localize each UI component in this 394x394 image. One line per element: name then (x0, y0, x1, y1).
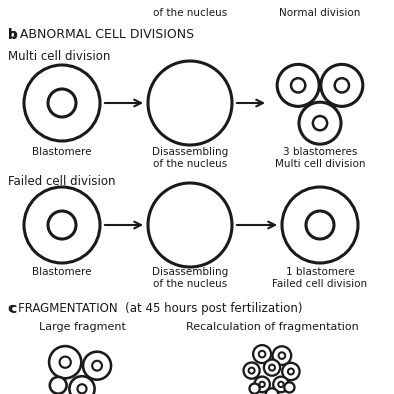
Circle shape (273, 377, 289, 392)
Circle shape (83, 352, 111, 380)
Circle shape (282, 363, 299, 380)
Text: Blastomere: Blastomere (32, 267, 92, 277)
Circle shape (284, 382, 294, 392)
Circle shape (69, 376, 95, 394)
Text: Recalculation of fragmentation: Recalculation of fragmentation (186, 322, 359, 332)
Text: c FRAGMENTATION  (at 45 hours post fertilization): c FRAGMENTATION (at 45 hours post fertil… (8, 302, 303, 315)
Text: of the nucleus: of the nucleus (153, 8, 227, 18)
Text: Multi cell division: Multi cell division (8, 50, 110, 63)
Circle shape (50, 377, 67, 394)
Text: Normal division: Normal division (279, 8, 361, 18)
Text: 3 blastomeres
Multi cell division: 3 blastomeres Multi cell division (275, 147, 365, 169)
Circle shape (49, 346, 81, 378)
Circle shape (321, 64, 363, 106)
Text: c: c (8, 302, 16, 316)
Circle shape (277, 64, 319, 106)
Text: Failed cell division: Failed cell division (8, 175, 115, 188)
Circle shape (266, 388, 278, 394)
Circle shape (254, 377, 270, 392)
Circle shape (264, 359, 280, 376)
Text: b: b (8, 28, 18, 42)
Circle shape (243, 362, 260, 379)
Text: b ABNORMAL CELL DIVISIONS: b ABNORMAL CELL DIVISIONS (8, 28, 194, 41)
Circle shape (249, 383, 260, 394)
Circle shape (273, 346, 291, 365)
Text: Large fragment: Large fragment (39, 322, 125, 332)
Text: Disassembling
of the nucleus: Disassembling of the nucleus (152, 267, 228, 288)
Circle shape (253, 345, 271, 363)
Text: Blastomere: Blastomere (32, 147, 92, 157)
Text: 1 blastomere
Failed cell division: 1 blastomere Failed cell division (272, 267, 368, 288)
Text: Disassembling
of the nucleus: Disassembling of the nucleus (152, 147, 228, 169)
Circle shape (299, 102, 341, 144)
